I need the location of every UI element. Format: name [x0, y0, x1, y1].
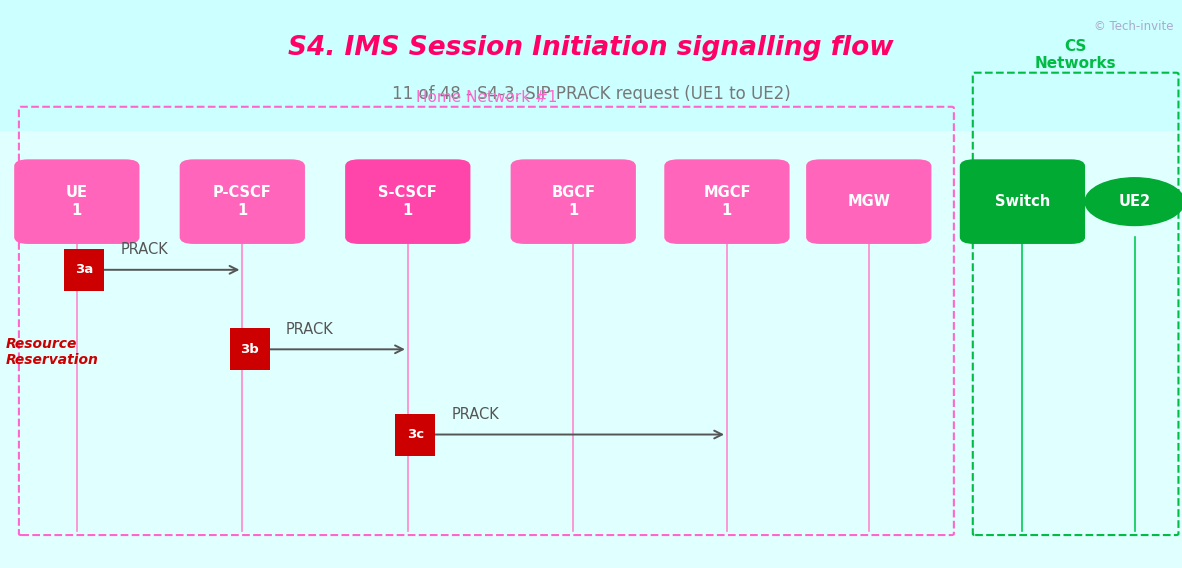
Text: Resource
Reservation: Resource Reservation	[6, 337, 99, 367]
FancyBboxPatch shape	[664, 159, 790, 244]
Text: BGCF
1: BGCF 1	[551, 185, 596, 218]
Circle shape	[1085, 178, 1182, 225]
FancyBboxPatch shape	[64, 249, 104, 291]
Text: PRACK: PRACK	[452, 407, 499, 422]
FancyBboxPatch shape	[180, 159, 305, 244]
Text: PRACK: PRACK	[286, 322, 333, 337]
Text: 11 of 48 - S4-3. SIP PRACK request (UE1 to UE2): 11 of 48 - S4-3. SIP PRACK request (UE1 …	[391, 85, 791, 103]
Text: 3a: 3a	[76, 264, 93, 276]
Text: 3b: 3b	[240, 343, 259, 356]
Text: Switch: Switch	[995, 194, 1050, 209]
FancyBboxPatch shape	[345, 159, 470, 244]
Text: S-CSCF
1: S-CSCF 1	[378, 185, 437, 218]
Text: © Tech-invite: © Tech-invite	[1095, 20, 1174, 33]
FancyBboxPatch shape	[511, 159, 636, 244]
FancyBboxPatch shape	[229, 328, 269, 370]
Bar	[0, 131, 1182, 568]
FancyBboxPatch shape	[806, 159, 931, 244]
Text: CS
Networks: CS Networks	[1034, 39, 1117, 71]
Text: S4. IMS Session Initiation signalling flow: S4. IMS Session Initiation signalling fl…	[288, 35, 894, 61]
Text: P-CSCF
1: P-CSCF 1	[213, 185, 272, 218]
Text: MGW: MGW	[847, 194, 890, 209]
Text: UE2: UE2	[1118, 194, 1151, 209]
FancyBboxPatch shape	[960, 159, 1085, 244]
FancyBboxPatch shape	[14, 159, 139, 244]
Text: PRACK: PRACK	[121, 243, 168, 257]
Text: UE
1: UE 1	[66, 185, 87, 218]
FancyBboxPatch shape	[395, 414, 435, 456]
Text: MGCF
1: MGCF 1	[703, 185, 751, 218]
Bar	[0, 0, 1182, 131]
Text: 3c: 3c	[407, 428, 424, 441]
Text: Home Network #1: Home Network #1	[416, 90, 557, 105]
